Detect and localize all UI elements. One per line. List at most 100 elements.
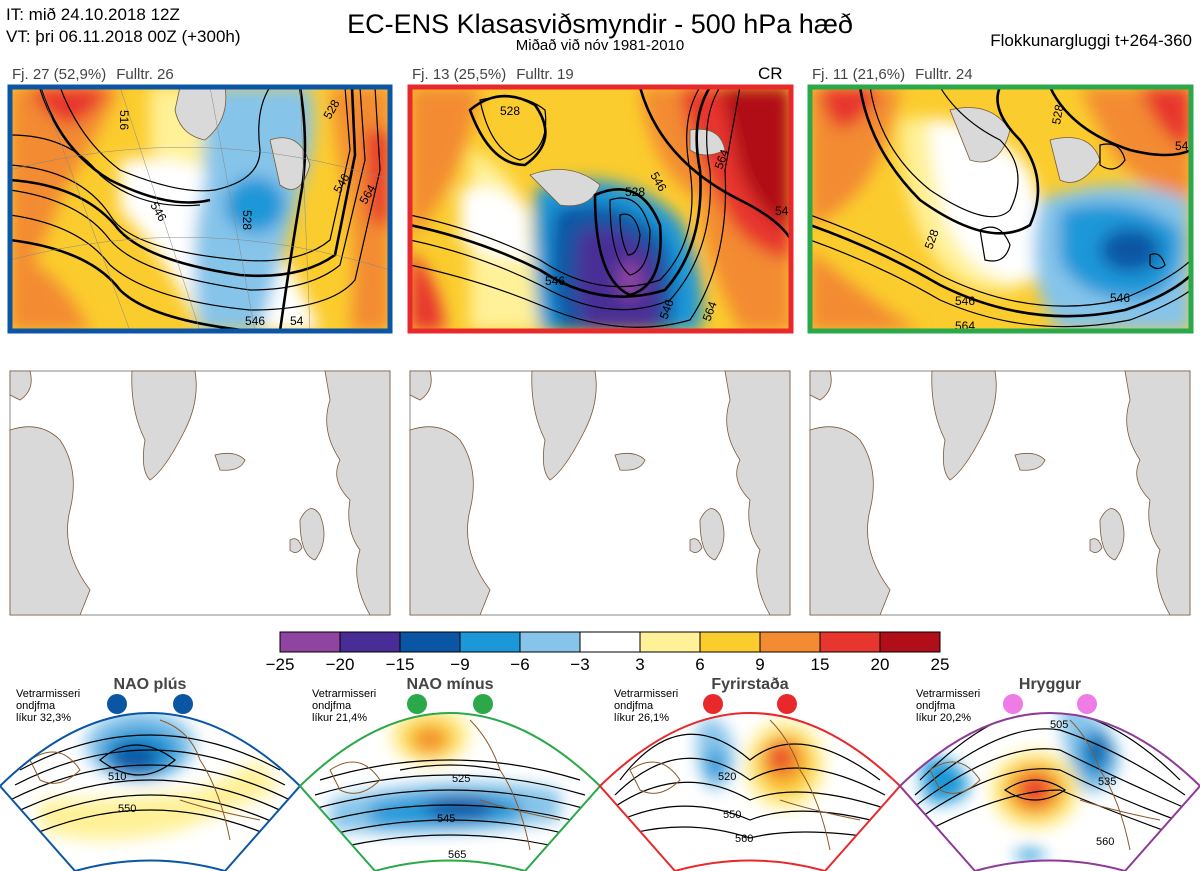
regime-3-note: Vetrarmisseri ondjfma líkur 26,1% bbox=[614, 688, 678, 724]
colorbar-tick-label: 9 bbox=[755, 655, 765, 674]
panel-2-cluster: Fj. 13 (25,5%) bbox=[412, 66, 507, 83]
regime-3-name: Fyrirstaða bbox=[711, 676, 789, 693]
colorbar-tick-label: 25 bbox=[930, 655, 950, 674]
regime-2-contour-label: 565 bbox=[448, 849, 466, 861]
regime-4-months: ondjfma bbox=[916, 700, 956, 712]
regime-4-probability: líkur 20,2% bbox=[916, 712, 972, 724]
regime-3-outline bbox=[598, 712, 902, 871]
panel-1-rep: Fulltr. 26 bbox=[116, 66, 174, 83]
colorbar-swatch bbox=[879, 631, 941, 653]
valid-time: VT: þri 06.11.2018 00Z (+300h) bbox=[6, 27, 241, 46]
regime-1-dot bbox=[107, 694, 127, 714]
panel-2-rep: Fulltr. 19 bbox=[516, 66, 574, 83]
regime-3-contour-label: 550 bbox=[723, 809, 741, 821]
panel-3-label: Fj. 11 (21,6%) Fulltr. 24 bbox=[812, 66, 983, 83]
regime-1-months: ondjfma bbox=[16, 700, 56, 712]
colorbar bbox=[279, 631, 941, 653]
regime-1-season: Vetrarmisseri bbox=[16, 688, 81, 700]
panel-1-cluster: Fj. 27 (52,9%) bbox=[12, 66, 107, 83]
colorbar-swatch bbox=[819, 631, 881, 653]
panel-3-rep: Fulltr. 24 bbox=[915, 66, 973, 83]
regime-2-dot bbox=[407, 694, 427, 714]
panel-2-contour-label: 564 bbox=[700, 299, 720, 323]
panel-2-contour-label: 528 bbox=[500, 104, 520, 118]
colorbar-tick-label: 3 bbox=[635, 655, 645, 674]
regime-4-contour-label: 505 bbox=[1050, 719, 1068, 731]
regime-4-outline bbox=[898, 712, 1200, 871]
colorbar-tick-label: −15 bbox=[385, 655, 415, 674]
colorbar-swatch bbox=[519, 631, 581, 653]
panel-2-contour-label: 546 bbox=[545, 274, 565, 288]
panel-1-contour-label: 546 bbox=[245, 314, 265, 328]
panel-3-map: 528 528 546 546 564 546 bbox=[810, 87, 1195, 333]
panel-3-contour-label: 546 bbox=[1175, 139, 1195, 153]
regime-2-name: NAO mínus bbox=[406, 676, 494, 693]
panel-2-map: 528 546 528 546 564 564 546 54 bbox=[410, 87, 791, 331]
colorbar-swatch bbox=[459, 631, 521, 653]
colorbar-swatch bbox=[699, 631, 761, 653]
regime-2-dot bbox=[473, 694, 493, 714]
regime-3-dot bbox=[703, 694, 723, 714]
regime-2-note: Vetrarmisseri ondjfma líkur 21,4% bbox=[312, 688, 376, 724]
panel-3-contour-label: 546 bbox=[955, 294, 975, 308]
panel-3-border bbox=[807, 84, 1194, 334]
regime-2-contour-label: 545 bbox=[437, 813, 455, 825]
panel-2-border bbox=[407, 84, 794, 334]
regime-1-contour-label: 510 bbox=[108, 771, 126, 783]
classification-window: Flokkunargluggi t+264-360 bbox=[990, 31, 1192, 50]
panel-3-contour-label: 528 bbox=[1049, 103, 1066, 125]
regime-3-probability: líkur 26,1% bbox=[614, 712, 670, 724]
colorbar-tick-label: 20 bbox=[870, 655, 890, 674]
regime-1-probability: líkur 32,3% bbox=[16, 712, 72, 724]
regime-2-probability: líkur 21,4% bbox=[312, 712, 368, 724]
colorbar-swatch bbox=[279, 631, 341, 653]
panel-3-contour-label: 564 bbox=[955, 319, 975, 333]
regime-2-outline bbox=[298, 712, 602, 871]
panel-1-label: Fj. 27 (52,9%) Fulltr. 26 bbox=[12, 66, 184, 83]
page-subtitle: Miðað við nóv 1981-2010 bbox=[515, 37, 685, 54]
panel-2-contour-label: 546 bbox=[657, 297, 677, 321]
regime-1-outline bbox=[0, 712, 302, 871]
regime-1-dot bbox=[173, 694, 193, 714]
regime-4-name: Hryggur bbox=[1018, 676, 1082, 693]
regime-2-contour-label: 525 bbox=[452, 773, 470, 785]
regime-1-name: NAO plús bbox=[113, 676, 187, 693]
panel-3-cluster: Fj. 11 (21,6%) bbox=[812, 66, 906, 83]
colorbar-swatch bbox=[579, 631, 641, 653]
panel-3-contour-label: 546 bbox=[1110, 291, 1130, 305]
colorbar-tick-label: −6 bbox=[510, 655, 530, 674]
panel-1-contour-label: 516 bbox=[117, 110, 131, 130]
panel-1-contour-label: 528 bbox=[240, 210, 254, 230]
colorbar-tick-label: −20 bbox=[325, 655, 355, 674]
regime-4-dot bbox=[1077, 694, 1097, 714]
regime-4-dot bbox=[1003, 694, 1023, 714]
panel-3-contour-label: 528 bbox=[922, 227, 942, 251]
panel-2-contour-label: 54 bbox=[775, 204, 789, 218]
colorbar-swatch bbox=[399, 631, 461, 653]
panel-1-border bbox=[7, 84, 393, 334]
initial-time: IT: mið 24.10.2018 12Z bbox=[6, 5, 180, 24]
regime-3-contour-label: 520 bbox=[718, 771, 736, 783]
panel-2-label: Fj. 13 (25,5%) Fulltr. 19 bbox=[412, 66, 584, 83]
blank-maps bbox=[9, 370, 1191, 616]
header-info: IT: mið 24.10.2018 12Z VT: þri 06.11.201… bbox=[6, 4, 241, 48]
regime-3-dot bbox=[777, 694, 797, 714]
panel-1-map: 546 528 546 564 546 54 516 528 bbox=[10, 87, 390, 331]
panel-1-contour-label: 54 bbox=[290, 314, 304, 328]
panel-2-tag: CR bbox=[758, 64, 783, 83]
regime-4-season: Vetrarmisseri bbox=[916, 688, 981, 700]
colorbar-swatch bbox=[759, 631, 821, 653]
regime-4-note: Vetrarmisseri ondjfma líkur 20,2% bbox=[916, 688, 980, 724]
regime-4-contour-label: 535 bbox=[1098, 776, 1116, 788]
page-title: EC-ENS Klasasviðsmyndir - 500 hPa hæð bbox=[347, 9, 853, 39]
regime-3-months: ondjfma bbox=[614, 700, 654, 712]
colorbar-tick-label: 6 bbox=[695, 655, 705, 674]
regime-3-contour-label: 560 bbox=[735, 833, 753, 845]
colorbar-tick-label: −9 bbox=[450, 655, 470, 674]
regime-3-season: Vetrarmisseri bbox=[614, 688, 679, 700]
colorbar-tick-label: −3 bbox=[570, 655, 590, 674]
regime-4-contour-label: 560 bbox=[1096, 836, 1114, 848]
colorbar-swatch bbox=[639, 631, 701, 653]
panel-2-contour-label: 528 bbox=[625, 185, 645, 199]
